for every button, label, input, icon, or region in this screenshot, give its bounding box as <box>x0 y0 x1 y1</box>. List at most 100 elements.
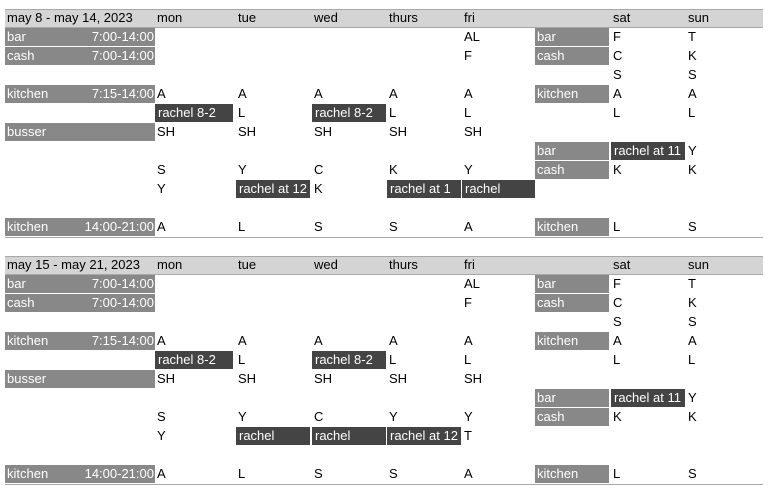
weekend-role-label[interactable]: cash <box>535 47 609 65</box>
shift-cell[interactable]: SH <box>157 124 176 139</box>
shift-cell-highlight[interactable]: rachel at 12 <box>236 180 310 198</box>
weekend-cell[interactable]: S <box>613 314 622 329</box>
weekend-role-label[interactable]: cash <box>535 161 609 179</box>
day-header[interactable]: sun <box>688 257 709 272</box>
shift-cell[interactable]: A <box>464 466 473 481</box>
weekend-cell[interactable]: L <box>613 466 621 481</box>
weekend-cell[interactable]: K <box>688 162 697 177</box>
shift-cell[interactable]: S <box>157 162 166 177</box>
shift-time[interactable]: 7:00-14:00 <box>82 275 155 293</box>
weekend-cell[interactable]: A <box>688 86 697 101</box>
weekend-cell[interactable]: T <box>688 29 696 44</box>
shift-cell[interactable]: SH <box>464 124 483 139</box>
shift-time[interactable]: 7:15-14:00 <box>82 332 155 350</box>
shift-time[interactable]: 14:00-21:00 <box>82 465 155 483</box>
day-header[interactable]: mon <box>157 10 183 25</box>
weekend-role-label[interactable]: kitchen <box>535 85 609 103</box>
weekend-role-label[interactable]: cash <box>535 294 609 312</box>
day-header[interactable]: sat <box>613 10 631 25</box>
role-label[interactable]: busser <box>5 370 155 388</box>
shift-cell-highlight[interactable]: rachel <box>236 427 310 445</box>
shift-cell[interactable]: L <box>238 219 246 234</box>
day-header[interactable]: wed <box>314 10 338 25</box>
shift-cell[interactable]: A <box>238 333 247 348</box>
weekend-cell[interactable]: A <box>688 333 697 348</box>
shift-cell[interactable]: L <box>464 352 472 367</box>
weekend-cell[interactable]: T <box>688 276 696 291</box>
shift-cell[interactable]: SH <box>389 371 408 386</box>
shift-cell[interactable]: SH <box>238 371 257 386</box>
shift-cell[interactable]: L <box>464 105 472 120</box>
shift-cell[interactable]: Y <box>157 428 166 443</box>
weekend-role-label[interactable]: bar <box>535 389 609 407</box>
shift-time[interactable]: 14:00-21:00 <box>82 218 155 236</box>
weekend-role-label[interactable]: bar <box>535 28 609 46</box>
shift-cell[interactable]: S <box>389 466 398 481</box>
weekend-cell[interactable]: S <box>688 466 697 481</box>
weekend-cell[interactable]: Y <box>688 390 697 405</box>
shift-cell[interactable]: S <box>314 466 323 481</box>
shift-time[interactable]: 7:00-14:00 <box>82 28 155 46</box>
day-header[interactable]: sun <box>688 10 709 25</box>
shift-cell-highlight[interactable]: rachel <box>462 180 535 198</box>
shift-cell[interactable]: C <box>314 162 324 177</box>
shift-cell[interactable]: L <box>238 352 246 367</box>
shift-cell[interactable]: SH <box>314 124 333 139</box>
shift-time[interactable]: 7:15-14:00 <box>82 85 155 103</box>
weekend-role-label[interactable]: cash <box>535 408 609 426</box>
weekend-cell[interactable]: K <box>688 409 697 424</box>
shift-cell[interactable]: K <box>314 181 323 196</box>
shift-cell[interactable]: T <box>464 428 472 443</box>
shift-cell-highlight[interactable]: rachel at 1 <box>387 180 461 198</box>
shift-cell[interactable]: Y <box>464 409 473 424</box>
shift-cell[interactable]: A <box>238 86 247 101</box>
shift-cell[interactable]: A <box>389 86 398 101</box>
weekend-cell[interactable]: L <box>613 352 621 367</box>
day-header[interactable]: thurs <box>389 10 418 25</box>
weekend-cell[interactable]: S <box>688 67 697 82</box>
shift-cell[interactable]: K <box>389 162 398 177</box>
weekend-cell[interactable]: K <box>688 295 697 310</box>
day-header[interactable]: fri <box>464 10 475 25</box>
weekend-cell[interactable]: K <box>688 48 697 63</box>
weekend-cell[interactable]: S <box>688 219 697 234</box>
weekend-cell[interactable]: F <box>613 29 621 44</box>
shift-cell[interactable]: A <box>389 333 398 348</box>
shift-cell[interactable]: A <box>464 333 473 348</box>
role-label[interactable]: busser <box>5 123 155 141</box>
shift-cell[interactable]: L <box>238 105 246 120</box>
shift-cell-highlight[interactable]: rachel 8-2 <box>155 351 233 369</box>
shift-cell[interactable]: L <box>238 466 246 481</box>
shift-cell[interactable]: A <box>157 466 166 481</box>
weekend-role-label[interactable]: bar <box>535 275 609 293</box>
day-header[interactable]: fri <box>464 257 475 272</box>
weekend-cell[interactable]: K <box>613 162 622 177</box>
day-header[interactable]: thurs <box>389 257 418 272</box>
week-title[interactable]: may 15 - may 21, 2023 <box>7 257 140 272</box>
shift-cell[interactable]: L <box>389 105 397 120</box>
weekend-cell[interactable]: Y <box>688 143 697 158</box>
shift-cell[interactable]: F <box>464 295 472 310</box>
shift-cell[interactable]: SH <box>238 124 257 139</box>
shift-cell[interactable]: Y <box>464 162 473 177</box>
shift-cell[interactable]: AL <box>464 29 480 44</box>
weekend-cell[interactable]: L <box>688 352 696 367</box>
shift-cell[interactable]: A <box>157 86 166 101</box>
week-title[interactable]: may 8 - may 14, 2023 <box>7 10 133 25</box>
shift-time[interactable]: 7:00-14:00 <box>82 294 155 312</box>
shift-cell[interactable]: A <box>314 333 323 348</box>
shift-cell[interactable]: Y <box>238 162 247 177</box>
day-header[interactable]: tue <box>238 257 257 272</box>
shift-cell[interactable]: SH <box>314 371 333 386</box>
shift-cell-highlight[interactable]: rachel at 12 <box>387 427 461 445</box>
shift-cell[interactable]: A <box>464 86 473 101</box>
weekend-cell[interactable]: F <box>613 276 621 291</box>
weekend-cell[interactable]: L <box>688 105 696 120</box>
day-header[interactable]: tue <box>238 10 257 25</box>
shift-cell[interactable]: S <box>389 219 398 234</box>
shift-time[interactable]: 7:00-14:00 <box>82 47 155 65</box>
shift-cell[interactable]: SH <box>389 124 408 139</box>
weekend-cell-highlight[interactable]: rachel at 11 <box>611 142 685 160</box>
weekend-role-label[interactable]: kitchen <box>535 218 609 236</box>
shift-cell[interactable]: Y <box>389 409 398 424</box>
